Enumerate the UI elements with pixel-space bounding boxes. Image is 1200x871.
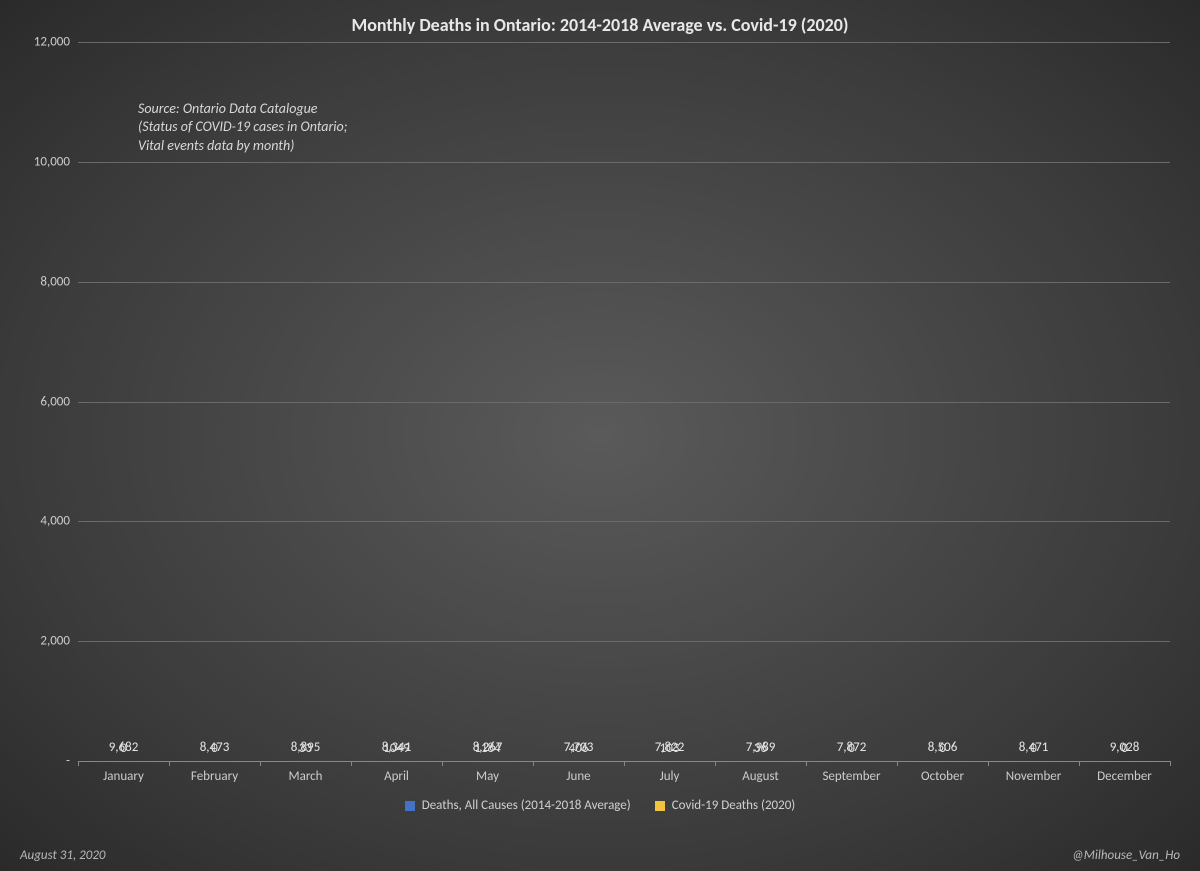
- bar-value-label-covid: 36: [754, 741, 767, 756]
- y-axis-label: 8,000: [40, 274, 78, 289]
- x-axis-label: March: [260, 762, 351, 790]
- legend-item: Covid-19 Deaths (2020): [655, 798, 796, 813]
- x-axis-label: June: [533, 762, 624, 790]
- bar-value-label-covid: 0: [1030, 741, 1037, 756]
- date-label: August 31, 2020: [20, 848, 106, 863]
- gridline: [78, 162, 1170, 163]
- x-axis: JanuaryFebruaryMarchAprilMayJuneJulyAugu…: [78, 762, 1170, 790]
- x-axis-label: October: [897, 762, 988, 790]
- source-note: Source: Ontario Data Catalogue(Status of…: [138, 100, 347, 157]
- x-axis-label: September: [806, 762, 897, 790]
- chart-container: Monthly Deaths in Ontario: 2014-2018 Ave…: [0, 0, 1200, 871]
- y-axis-label: 10,000: [34, 154, 78, 169]
- bar-value-label-covid: 103: [660, 741, 680, 756]
- x-axis-label: December: [1079, 762, 1170, 790]
- y-axis-label: 6,000: [40, 394, 78, 409]
- bar-value-label-covid: 0: [939, 741, 946, 756]
- legend-swatch: [405, 801, 415, 811]
- credit-label: @Milhouse_Van_Ho: [1072, 848, 1180, 863]
- x-tick: [1170, 761, 1171, 766]
- bar-value-label-covid: 1184: [474, 741, 500, 756]
- x-axis-label: January: [78, 762, 169, 790]
- legend-swatch: [655, 801, 665, 811]
- gridline: [78, 521, 1170, 522]
- gridline: [78, 42, 1170, 43]
- bar-value-label-covid: 0: [211, 741, 218, 756]
- legend-item: Deaths, All Causes (2014-2018 Average): [405, 798, 631, 813]
- plot-wrap: 9,68208,47308,895338,34110498,26711847,7…: [78, 42, 1170, 790]
- y-axis-label: 12,000: [34, 35, 78, 50]
- gridline: [78, 641, 1170, 642]
- plot-area: 9,68208,47308,895338,34110498,26711847,7…: [78, 42, 1170, 762]
- x-axis-label: February: [169, 762, 260, 790]
- legend-label: Deaths, All Causes (2014-2018 Average): [422, 798, 631, 813]
- y-axis-label: 2,000: [40, 634, 78, 649]
- bar-value-label-covid: 406: [569, 741, 589, 756]
- y-axis-label: 4,000: [40, 514, 78, 529]
- x-axis-label: July: [624, 762, 715, 790]
- gridline: [78, 282, 1170, 283]
- x-axis-label: August: [715, 762, 806, 790]
- y-axis-label: -: [66, 754, 78, 769]
- chart-title: Monthly Deaths in Ontario: 2014-2018 Ave…: [20, 14, 1180, 36]
- gridline: [78, 402, 1170, 403]
- x-axis-label: November: [988, 762, 1079, 790]
- x-axis-label: May: [442, 762, 533, 790]
- legend-label: Covid-19 Deaths (2020): [672, 798, 796, 813]
- bar-value-label-covid: 0: [848, 741, 855, 756]
- bar-value-label-covid: 33: [299, 741, 312, 756]
- bar-value-label-covid: 0: [120, 741, 127, 756]
- x-axis-label: April: [351, 762, 442, 790]
- bar-value-label-covid: 1049: [383, 741, 409, 756]
- legend: Deaths, All Causes (2014-2018 Average) Co…: [20, 798, 1180, 815]
- bar-value-label-covid: 0: [1121, 741, 1128, 756]
